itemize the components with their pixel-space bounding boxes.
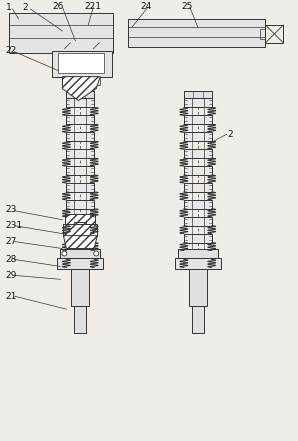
- Polygon shape: [63, 235, 97, 249]
- Bar: [128, 19, 266, 47]
- Text: 2: 2: [228, 130, 233, 139]
- Bar: [266, 25, 283, 43]
- Text: 27: 27: [6, 237, 17, 246]
- Bar: [66, 234, 94, 243]
- Circle shape: [63, 42, 71, 50]
- Bar: [184, 234, 212, 243]
- Bar: [66, 132, 94, 141]
- Text: 23: 23: [6, 205, 17, 214]
- Text: 25: 25: [182, 2, 193, 11]
- Text: 26: 26: [52, 2, 64, 11]
- Bar: [74, 306, 86, 333]
- Bar: [63, 224, 97, 235]
- Bar: [260, 29, 266, 39]
- Bar: [184, 98, 212, 108]
- Circle shape: [94, 251, 99, 256]
- Bar: [66, 183, 94, 192]
- Bar: [58, 53, 104, 73]
- Bar: [62, 77, 68, 85]
- Text: 29: 29: [6, 271, 17, 280]
- Bar: [184, 183, 212, 192]
- Bar: [184, 90, 212, 98]
- Text: 1: 1: [6, 3, 11, 11]
- Bar: [66, 90, 94, 98]
- Bar: [52, 51, 112, 77]
- Bar: [9, 13, 113, 53]
- Bar: [178, 249, 218, 258]
- Bar: [184, 217, 212, 226]
- Bar: [66, 98, 94, 108]
- Text: 221: 221: [84, 2, 101, 11]
- Text: 21: 21: [6, 292, 17, 301]
- Bar: [175, 258, 221, 269]
- Bar: [184, 149, 212, 158]
- Text: 24: 24: [140, 2, 151, 11]
- Bar: [192, 306, 204, 333]
- Bar: [74, 222, 86, 235]
- Bar: [60, 249, 100, 258]
- Bar: [58, 258, 103, 269]
- Text: 28: 28: [6, 255, 17, 264]
- Bar: [66, 217, 94, 226]
- Bar: [184, 116, 212, 124]
- Bar: [66, 250, 94, 259]
- Circle shape: [93, 42, 100, 49]
- Bar: [184, 132, 212, 141]
- Text: 2: 2: [23, 3, 28, 11]
- Bar: [66, 116, 94, 124]
- Bar: [66, 166, 94, 175]
- Bar: [71, 269, 89, 306]
- Bar: [66, 200, 94, 209]
- Circle shape: [62, 251, 67, 256]
- Bar: [184, 200, 212, 209]
- Bar: [184, 250, 212, 259]
- Polygon shape: [62, 77, 100, 101]
- Bar: [94, 77, 100, 85]
- Bar: [184, 166, 212, 175]
- Text: 22: 22: [6, 46, 17, 55]
- Bar: [66, 149, 94, 158]
- Bar: [65, 214, 95, 224]
- Text: 231: 231: [6, 221, 23, 230]
- Bar: [189, 269, 207, 306]
